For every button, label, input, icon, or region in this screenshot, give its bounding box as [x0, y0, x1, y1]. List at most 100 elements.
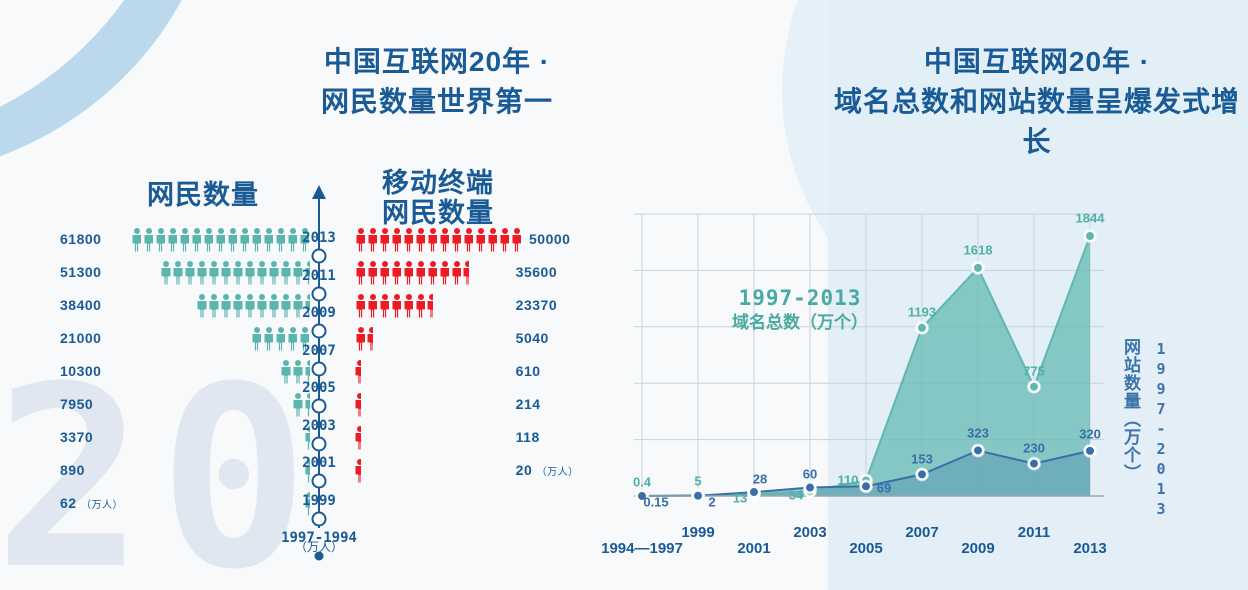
person-icon — [293, 393, 304, 417]
timeline-year-2005: 2005 — [302, 380, 336, 396]
value-label-domain: 13 — [732, 490, 748, 506]
chart-annotation-years: 1997-2013 — [738, 286, 862, 310]
pictograph-row: 890 — [60, 453, 318, 486]
pictograph-row: 23370 — [355, 288, 600, 321]
person-icon — [143, 228, 154, 252]
row-value: 21000 — [60, 329, 102, 346]
person-icon — [439, 228, 450, 252]
person-icon — [263, 228, 274, 252]
unit-label: （万人） — [80, 499, 123, 511]
x-axis-label-2009: 2009 — [961, 540, 995, 557]
data-point-domain — [916, 321, 928, 334]
chart-right-axis-label: 网站数量（万个） — [1121, 338, 1140, 482]
person-icon — [391, 228, 402, 252]
data-point-website — [1028, 457, 1040, 470]
row-value: 38400 — [60, 296, 102, 313]
data-point-website — [692, 489, 704, 502]
data-point-website — [860, 480, 872, 493]
row-icons — [355, 391, 502, 417]
person-icon — [499, 228, 510, 252]
timeline-year-2007: 2007 — [302, 342, 336, 359]
chart-right-axis-years: 1997-2013 — [1152, 340, 1170, 520]
background-topleft-arc — [0, 0, 220, 180]
person-icon — [415, 261, 426, 285]
value-label-domain: 34 — [788, 487, 804, 503]
person-icon — [263, 327, 274, 351]
person-icon — [239, 228, 250, 252]
pictograph-row: 3370 — [60, 420, 318, 453]
person-icon — [427, 261, 438, 285]
chart-annotation: 1997-2013 域名总数（万个） — [700, 285, 900, 334]
pictograph-row: 214 — [355, 387, 600, 420]
x-axis-label-2007: 2007 — [905, 524, 939, 541]
person-icon — [355, 228, 366, 252]
timeline-dot — [311, 473, 327, 489]
person-icon — [275, 228, 286, 252]
person-icon — [287, 327, 298, 351]
x-axis-label-19941997: 1994—1997 — [601, 540, 683, 557]
x-axis-label-2011: 2011 — [1017, 524, 1051, 541]
x-axis-label-2005: 2005 — [849, 540, 883, 557]
row-icons — [355, 292, 502, 318]
person-icon — [451, 261, 462, 285]
pictograph-row: 118 — [355, 420, 600, 453]
timeline-year-2013: 2013 — [302, 230, 336, 246]
person-icon — [209, 261, 220, 285]
person-icon — [463, 228, 474, 252]
timeline-year-2001: 2001 — [302, 455, 336, 471]
person-icon — [251, 228, 262, 252]
row-icons — [355, 259, 502, 285]
person-icon — [281, 294, 292, 318]
row-icons — [355, 457, 502, 483]
person-icon — [367, 228, 378, 252]
heading-netizens-line1: 网民数量 — [147, 180, 259, 210]
person-icon — [245, 294, 256, 318]
pictograph-row: 50000 — [355, 222, 600, 255]
value-label-website: 28 — [752, 471, 768, 487]
value-label-website: 0.15 — [643, 494, 669, 510]
data-point-domain — [972, 261, 984, 274]
chart-svg — [634, 213, 1104, 503]
pictograph-row: 10300 — [60, 354, 318, 387]
person-icon — [475, 228, 486, 252]
person-icon — [427, 228, 438, 252]
title-right-line1: 中国互联网20年 · — [923, 46, 1151, 77]
row-value: 5040 — [515, 329, 549, 346]
person-icon — [415, 294, 426, 318]
value-label-website: 69 — [876, 480, 892, 496]
person-icon-half — [355, 426, 361, 450]
pictograph-row: 610 — [355, 354, 600, 387]
row-icons — [131, 226, 310, 252]
row-icons — [355, 358, 502, 384]
x-axis-label-2001: 2001 — [737, 540, 771, 557]
person-icon-half — [355, 360, 361, 384]
person-icon — [367, 294, 378, 318]
heading-mobile-line1: 移动终端 — [382, 168, 494, 198]
person-icon — [269, 261, 280, 285]
person-icon — [403, 294, 414, 318]
person-icon — [439, 261, 450, 285]
person-icon-half — [355, 459, 361, 483]
person-icon — [257, 261, 268, 285]
value-label-domain: 0.4 — [632, 474, 652, 490]
value-label-domain: 1618 — [963, 242, 993, 258]
row-icons — [161, 259, 311, 285]
pictograph-row: 62 （万人） — [60, 486, 318, 519]
data-point-website — [916, 468, 928, 481]
row-value: 51300 — [60, 263, 102, 280]
pictograph-row: 35600 — [355, 255, 600, 288]
pictograph-row: 7950 — [60, 387, 318, 420]
row-icons — [355, 424, 502, 450]
timeline-year-2011: 2011 — [302, 267, 336, 284]
person-icon — [451, 228, 462, 252]
person-icon — [511, 228, 522, 252]
data-point-website — [972, 444, 984, 457]
person-icon — [269, 294, 280, 318]
value-label-domain: 1844 — [1075, 210, 1105, 226]
pictograph-row: 20 （万人） — [355, 453, 600, 486]
pictograph-row: 38400 — [60, 288, 318, 321]
title-left-line2: 网民数量世界第一 — [320, 85, 553, 117]
person-icon — [287, 228, 298, 252]
row-value: 62 （万人） — [60, 494, 123, 511]
person-icon — [215, 228, 226, 252]
